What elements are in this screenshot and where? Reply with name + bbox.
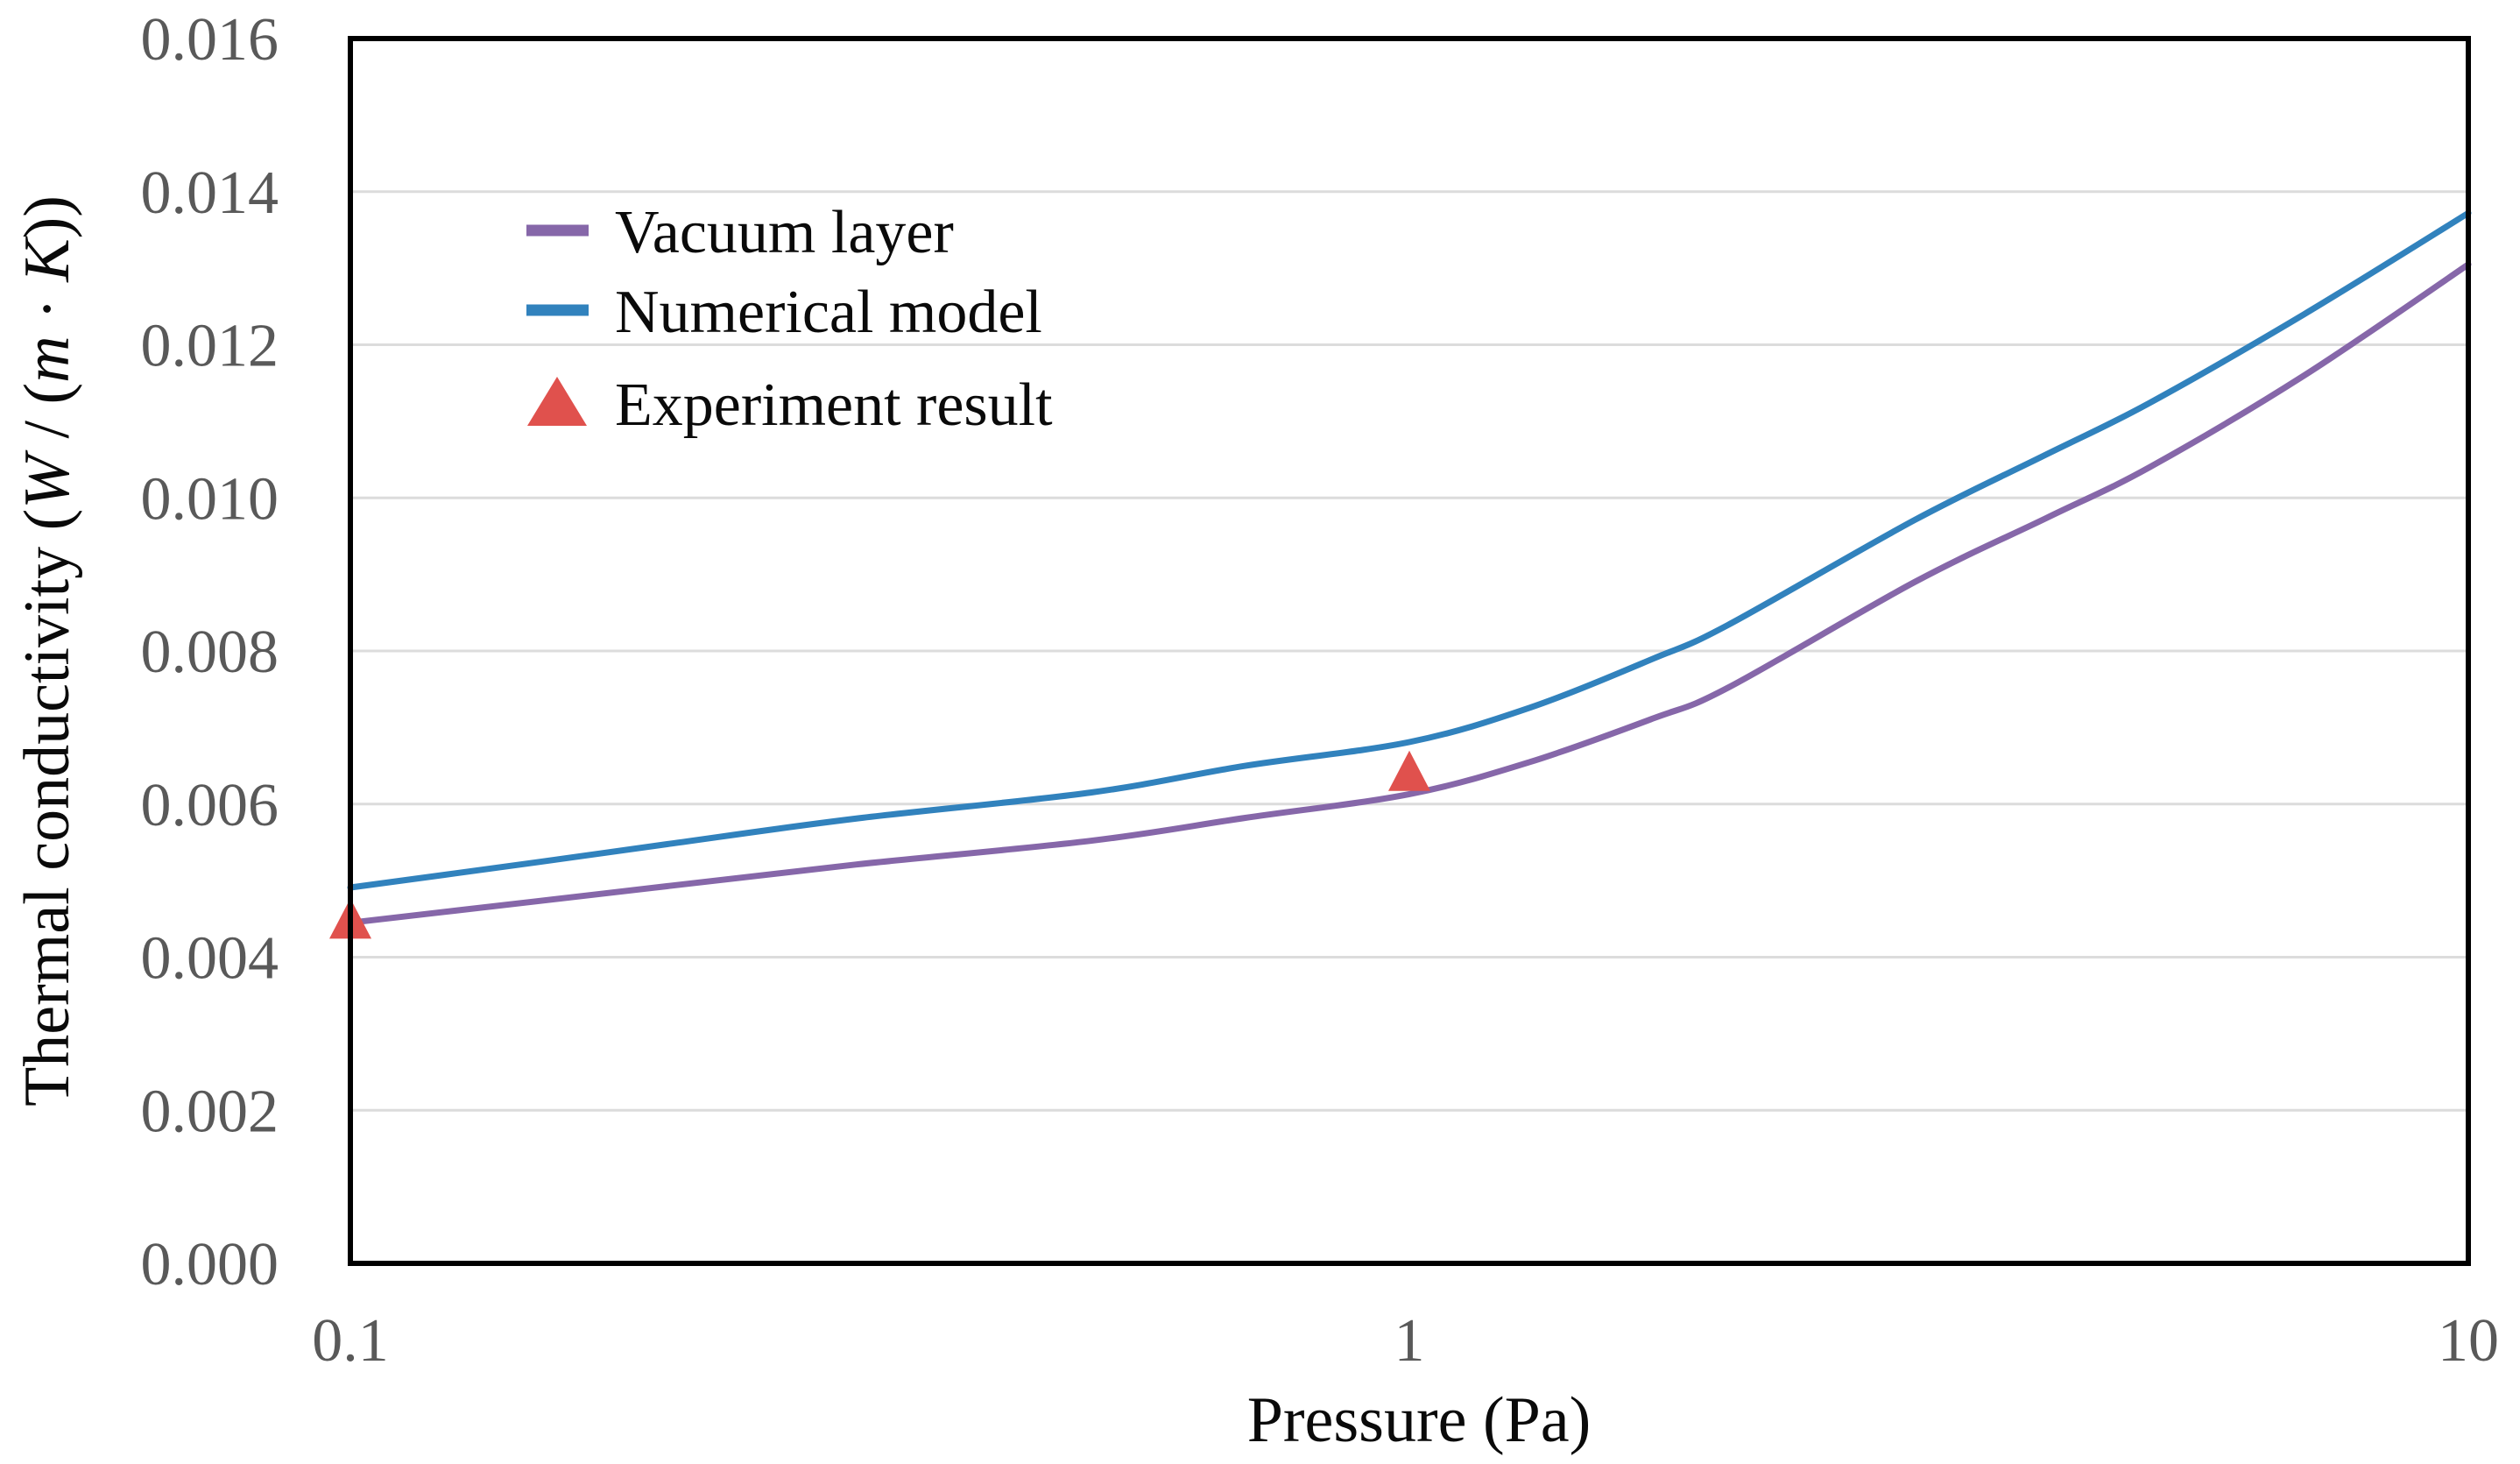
x-tick-label: 0.1 [312,1307,389,1375]
y-tick-label: 0.008 [141,619,279,686]
legend-triangle-swatch-experiment-result [527,377,587,426]
y-title-part: · [11,282,83,336]
gridlines [350,190,2468,1112]
legend-item-vacuum-layer: Vacuum layer [526,199,954,266]
y-tick-label: 0.006 [141,772,279,839]
y-tick-label: 0.010 [141,465,279,533]
legend: Vacuum layer Numerical model Experiment … [526,199,1053,439]
y-axis-tick-labels: 0.000 0.002 0.004 0.006 0.008 0.010 0.012 0.014… [141,6,279,1298]
legend-item-experiment-result: Experiment result [527,371,1053,439]
y-tick-label: 0.012 [141,313,279,380]
y-tick-label: 0.004 [141,925,279,993]
series-line-numerical-model [347,209,2472,891]
legend-label-numerical-model: Numerical model [615,279,1042,346]
x-axis-title: Pressure (Pa) [1247,1384,1592,1456]
legend-label-vacuum-layer: Vacuum layer [615,199,954,266]
y-axis-title: Thermal conductivity (W / (m · K)) [11,195,83,1107]
y-tick-label: 0.000 [141,1231,279,1298]
y-title-part: )) [11,195,83,238]
y-tick-label: 0.016 [141,6,279,74]
plot-border [348,36,2471,1266]
x-tick-label: 10 [2438,1307,2499,1375]
series-line-vacuum-layer [347,261,2472,926]
y-tick-label: 0.014 [141,159,279,227]
y-title-part: Thermal conductivity ( [11,509,83,1107]
y-title-part-italic-m: m [11,336,83,382]
marker-triangle-experiment-result [1388,750,1430,791]
y-title-part: / ( [11,383,83,455]
y-title-part-italic-W: W [11,449,83,509]
x-axis-tick-labels: 0.1 1 10 [312,1307,2499,1375]
legend-item-numerical-model: Numerical model [526,279,1042,346]
y-title-part-italic-K: K [11,236,83,283]
x-tick-label: 1 [1394,1307,1425,1375]
legend-label-experiment-result: Experiment result [615,371,1053,439]
y-tick-label: 0.002 [141,1078,279,1145]
